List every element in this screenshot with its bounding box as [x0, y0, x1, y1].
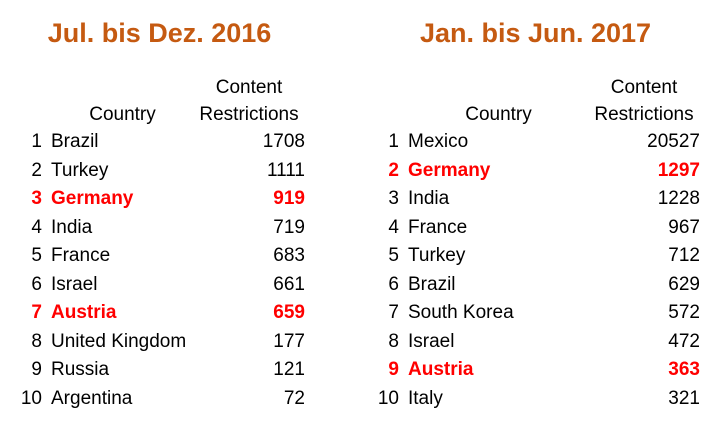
country-cell: Austria — [408, 359, 474, 380]
value-cell: 1111 — [266, 159, 305, 181]
table-row: 2 Turkey 1111 — [14, 157, 305, 186]
rank-cell: 3 — [388, 188, 399, 209]
country-cell: Brazil — [51, 131, 99, 152]
table-row: 5 France 683 — [14, 242, 305, 271]
rank-cell: 4 — [31, 216, 42, 238]
value-column-header: Content Restrictions — [193, 74, 305, 128]
country-cell: Germany — [51, 188, 134, 209]
table-row: 8 Israel 472 — [371, 328, 700, 357]
rank-cell: 7 — [388, 302, 399, 323]
table-row: 5 Turkey 712 — [371, 242, 700, 271]
value-cell: 121 — [273, 359, 305, 380]
country-column-header: Country — [465, 104, 532, 125]
value-cell: 177 — [273, 330, 305, 352]
value-cell: 321 — [668, 387, 700, 409]
table-row: 1 Brazil 1708 — [14, 128, 305, 157]
table-row: 1 Mexico 20527 — [371, 128, 700, 157]
value-cell: 1228 — [657, 188, 700, 209]
rank-cell: 7 — [31, 302, 42, 323]
value-cell: 363 — [668, 359, 700, 380]
panel-title-2016: Jul. bis Dez. 2016 — [47, 18, 272, 48]
table-row: 6 Brazil 629 — [371, 271, 700, 300]
rank-cell: 8 — [388, 330, 399, 352]
value-column-header-line2: Restrictions — [594, 104, 694, 125]
rank-cell: 6 — [388, 273, 399, 295]
country-cell: Argentina — [51, 387, 133, 409]
rank-cell: 4 — [388, 216, 399, 238]
value-cell: 1297 — [657, 159, 700, 181]
country-cell: South Korea — [408, 302, 514, 323]
country-cell: Germany — [408, 159, 491, 181]
value-cell: 659 — [273, 302, 305, 323]
value-cell: 712 — [668, 245, 700, 266]
rank-cell: 5 — [31, 245, 42, 266]
value-cell: 72 — [283, 387, 305, 409]
country-cell: Italy — [408, 387, 443, 409]
table-row: 9 Russia 121 — [14, 356, 305, 385]
country-cell: India — [51, 216, 93, 238]
table-panel-2016-h2: Jul. bis Dez. 2016 Country Content Restr… — [14, 18, 305, 413]
country-cell: India — [408, 188, 450, 209]
table-rows-2016: 1 Brazil 1708 2 Turkey 1111 3 Germany 919 4 India 7… — [14, 128, 305, 413]
value-cell: 661 — [273, 273, 305, 295]
value-column-header: Content Restrictions — [588, 74, 700, 128]
value-cell: 572 — [668, 302, 700, 323]
table-row: 10 Argentina 72 — [14, 385, 305, 414]
table-row: 10 Italy 321 — [371, 385, 700, 414]
table-row: 7 Austria 659 — [14, 299, 305, 328]
value-column-header-line1: Content — [610, 77, 678, 98]
country-cell: Turkey — [408, 245, 466, 266]
rank-cell: 8 — [31, 330, 42, 352]
rank-cell: 1 — [388, 131, 399, 152]
country-cell: France — [408, 216, 468, 238]
country-cell: Austria — [51, 302, 117, 323]
value-cell: 1708 — [262, 131, 305, 152]
value-column-header-line2: Restrictions — [199, 104, 299, 125]
value-column-header-line1: Content — [215, 77, 283, 98]
country-cell: United Kingdom — [51, 330, 187, 352]
table-row: 4 India 719 — [14, 214, 305, 243]
table-row: 3 India 1228 — [371, 185, 700, 214]
rank-cell: 5 — [388, 245, 399, 266]
country-cell: Mexico — [408, 131, 469, 152]
rank-cell: 10 — [20, 387, 42, 409]
table-header-row: Country Content Restrictions — [14, 74, 305, 128]
table-row: 9 Austria 363 — [371, 356, 700, 385]
country-cell: Russia — [51, 359, 110, 380]
rank-cell: 10 — [377, 387, 399, 409]
rank-cell: 9 — [388, 359, 399, 380]
rank-cell: 3 — [31, 188, 42, 209]
table-rows-2017: 1 Mexico 20527 2 Germany 1297 3 India 1228 4 Franc… — [371, 128, 700, 413]
table-row: 2 Germany 1297 — [371, 157, 700, 186]
panel-title-2017: Jan. bis Jun. 2017 — [419, 18, 652, 48]
country-cell: Israel — [408, 330, 455, 352]
country-cell: Turkey — [51, 159, 109, 181]
country-cell: France — [51, 245, 111, 266]
table-header-row: Country Content Restrictions — [371, 74, 700, 128]
rank-cell: 6 — [31, 273, 42, 295]
table-row: 3 Germany 919 — [14, 185, 305, 214]
country-cell: Israel — [51, 273, 98, 295]
value-cell: 967 — [668, 216, 700, 238]
country-column-header: Country — [89, 104, 156, 125]
table-row: 8 United Kingdom 177 — [14, 328, 305, 357]
value-cell: 629 — [668, 273, 700, 295]
rank-cell: 1 — [31, 131, 42, 152]
value-cell: 683 — [273, 245, 305, 266]
table-row: 4 France 967 — [371, 214, 700, 243]
rank-cell: 2 — [31, 159, 42, 181]
table-panel-2017-h1: Jan. bis Jun. 2017 Country Content Restr… — [363, 0, 726, 432]
value-cell: 719 — [273, 216, 305, 238]
value-cell: 20527 — [647, 131, 700, 152]
country-cell: Brazil — [408, 273, 456, 295]
table-row: 7 South Korea 572 — [371, 299, 700, 328]
value-cell: 472 — [668, 330, 700, 352]
rank-cell: 2 — [388, 159, 399, 181]
value-cell: 919 — [273, 188, 305, 209]
rank-cell: 9 — [31, 359, 42, 380]
table-row: 6 Israel 661 — [14, 271, 305, 300]
